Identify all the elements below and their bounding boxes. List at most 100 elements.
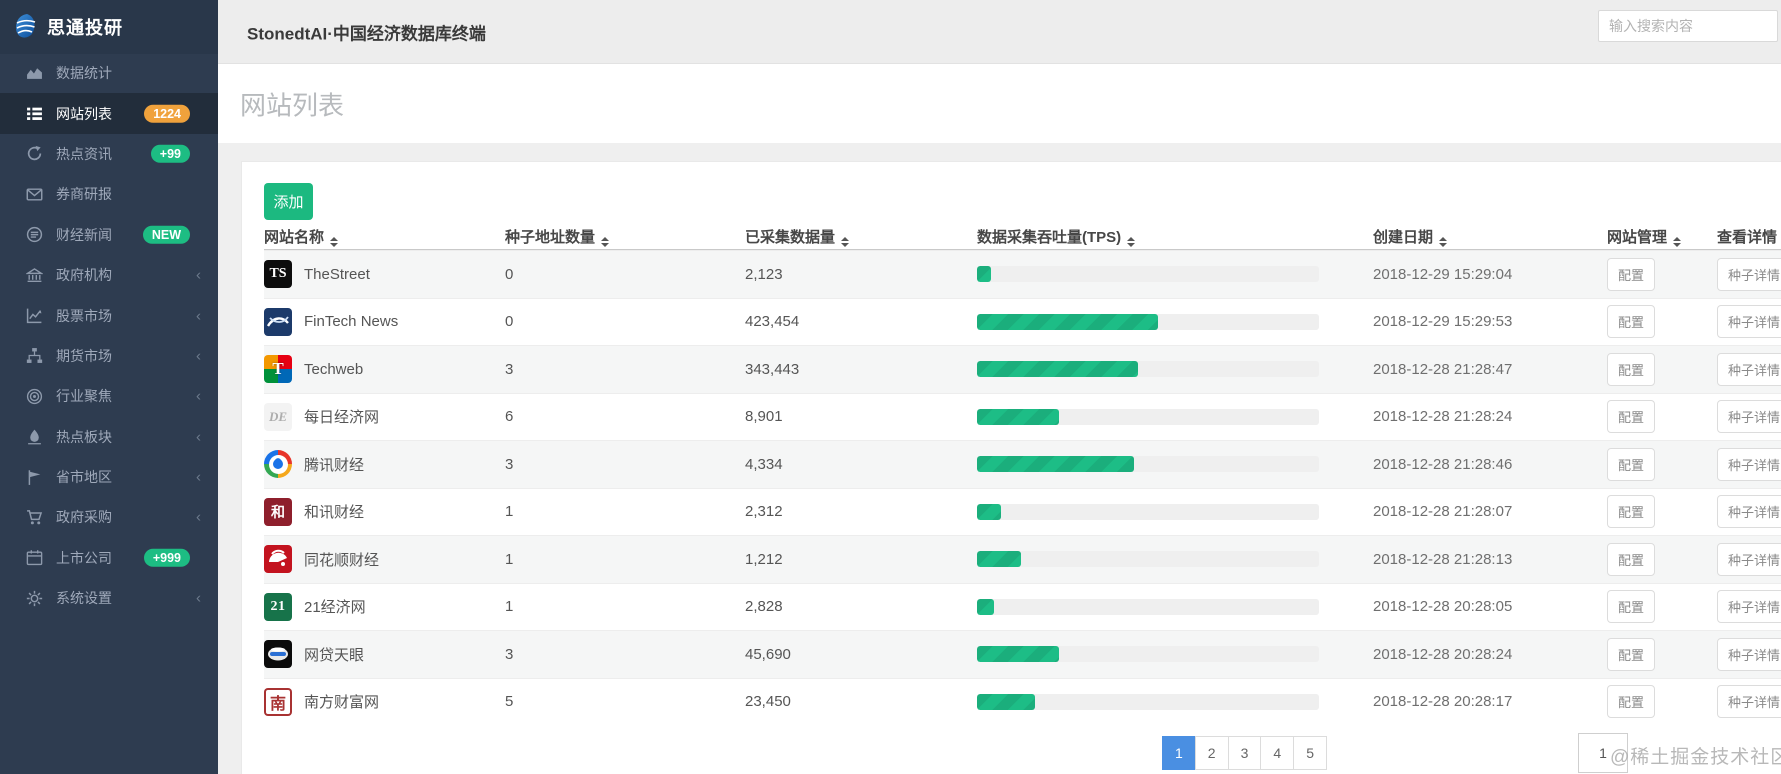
seed-count: 1 bbox=[505, 550, 514, 568]
column-header-created[interactable]: 创建日期 bbox=[1373, 226, 1607, 247]
configure-button[interactable]: 配置 bbox=[1607, 590, 1656, 624]
tps-bar bbox=[977, 313, 1319, 330]
data-volume: 2,123 bbox=[745, 265, 783, 283]
app-title: StonedtAI·中国经济数据库终端 bbox=[247, 24, 486, 43]
chevron-left-icon: ‹ bbox=[196, 589, 201, 607]
sidebar-item-hot-news[interactable]: 热点资讯 +99 bbox=[0, 134, 218, 174]
column-header-seeds[interactable]: 种子地址数量 bbox=[505, 226, 745, 247]
pagination-page-4[interactable]: 4 bbox=[1260, 736, 1295, 770]
pagination-page-5[interactable]: 5 bbox=[1293, 736, 1327, 770]
pagination-jump-input[interactable] bbox=[1578, 733, 1628, 773]
created-date: 2018-12-29 15:29:53 bbox=[1373, 313, 1513, 331]
configure-button[interactable]: 配置 bbox=[1607, 542, 1656, 576]
configure-button[interactable]: 配置 bbox=[1607, 305, 1656, 339]
pagination: 首页 上一页 1 2 3 4 5 bbox=[1162, 736, 1327, 770]
sidebar-item-website-list[interactable]: 网站列表 1224 bbox=[0, 93, 218, 134]
created-date: 2018-12-28 20:28:17 bbox=[1373, 693, 1513, 711]
site-logo-daily-economic: DE bbox=[264, 402, 292, 431]
sidebar-item-label: 上市公司 bbox=[56, 549, 112, 566]
sidebar-item-label: 热点板块 bbox=[56, 428, 112, 445]
data-volume: 8,901 bbox=[745, 408, 783, 426]
site-logo-wangdaitianyan bbox=[264, 640, 292, 669]
sort-icon[interactable] bbox=[1439, 237, 1448, 247]
seed-details-button[interactable]: 种子详情 bbox=[1717, 542, 1781, 576]
seed-count: 3 bbox=[505, 455, 514, 473]
configure-button[interactable]: 配置 bbox=[1607, 637, 1656, 671]
table-row: 网贷天眼 3 45,690 2018-12-28 20:28:24 配置 种子详… bbox=[264, 630, 1781, 678]
column-header-tps[interactable]: 数据采集吞吐量(TPS) bbox=[977, 226, 1373, 247]
sidebar-item-futures-market[interactable]: 期货市场 ‹ bbox=[0, 336, 218, 376]
chevron-left-icon: ‹ bbox=[196, 508, 201, 526]
column-header-manage[interactable]: 网站管理 bbox=[1607, 226, 1717, 247]
seed-details-button[interactable]: 种子详情 bbox=[1717, 447, 1781, 481]
site-logo-fintech bbox=[264, 307, 292, 336]
envelope-icon bbox=[26, 188, 43, 201]
table-row: 腾讯财经 3 4,334 2018-12-28 21:28:46 配置 种子详情 bbox=[264, 440, 1781, 488]
sidebar-item-provinces-cities[interactable]: 省市地区 ‹ bbox=[0, 457, 218, 497]
seed-details-button[interactable]: 种子详情 bbox=[1717, 495, 1781, 529]
sidebar-item-broker-reports[interactable]: 券商研报 bbox=[0, 174, 218, 214]
site-name: FinTech News bbox=[304, 313, 399, 331]
news-icon bbox=[26, 227, 43, 243]
sidebar-item-government-agencies[interactable]: 政府机构 ‹ bbox=[0, 255, 218, 295]
sort-icon[interactable] bbox=[330, 237, 339, 247]
sidebar-item-government-procurement[interactable]: 政府采购 ‹ bbox=[0, 497, 218, 537]
search-input[interactable] bbox=[1598, 10, 1778, 42]
sidebar-item-label: 政府机构 bbox=[56, 267, 112, 284]
configure-button[interactable]: 配置 bbox=[1607, 447, 1656, 481]
chevron-left-icon: ‹ bbox=[196, 266, 201, 284]
configure-button[interactable]: 配置 bbox=[1607, 685, 1656, 719]
created-date: 2018-12-28 21:28:07 bbox=[1373, 503, 1513, 521]
sort-icon[interactable] bbox=[1127, 237, 1136, 247]
chevron-left-icon: ‹ bbox=[196, 387, 201, 405]
seed-details-button[interactable]: 种子详情 bbox=[1717, 685, 1781, 719]
pagination-jump-group: 下一页 尾页 跳转 bbox=[1572, 733, 1628, 773]
column-header-volume[interactable]: 已采集数据量 bbox=[745, 226, 977, 247]
site-logo-tencent-finance bbox=[264, 450, 292, 479]
cart-icon bbox=[27, 510, 43, 525]
seed-count: 1 bbox=[505, 598, 514, 616]
gear-icon bbox=[26, 590, 43, 606]
sort-icon[interactable] bbox=[841, 237, 850, 247]
site-name: 网贷天眼 bbox=[304, 646, 365, 664]
pagination-page-2[interactable]: 2 bbox=[1194, 736, 1229, 770]
sort-icon[interactable] bbox=[1673, 237, 1682, 247]
data-volume: 2,312 bbox=[745, 503, 783, 521]
data-volume: 423,454 bbox=[745, 313, 800, 331]
configure-button[interactable]: 配置 bbox=[1607, 352, 1656, 386]
sidebar-item-listed-companies[interactable]: 上市公司 +999 bbox=[0, 538, 218, 578]
sidebar-item-industry-focus[interactable]: 行业聚焦 ‹ bbox=[0, 376, 218, 416]
seed-details-button[interactable]: 种子详情 bbox=[1717, 400, 1781, 434]
pagination-page-3[interactable]: 3 bbox=[1227, 736, 1262, 770]
created-date: 2018-12-28 21:28:13 bbox=[1373, 550, 1513, 568]
configure-button[interactable]: 配置 bbox=[1607, 495, 1656, 529]
table-row: 21 21经济网 1 2,828 2018-12-28 20:28:05 配置 种… bbox=[264, 582, 1781, 631]
seed-details-button[interactable]: 种子详情 bbox=[1717, 590, 1781, 624]
sidebar-item-data-stats[interactable]: 数据统计 bbox=[0, 53, 218, 93]
column-header-name[interactable]: 网站名称 bbox=[264, 226, 505, 247]
seed-details-button[interactable]: 种子详情 bbox=[1717, 305, 1781, 339]
site-logo-tonghuashun bbox=[264, 545, 292, 574]
seed-details-button[interactable]: 种子详情 bbox=[1717, 637, 1781, 671]
sidebar-item-label: 热点资讯 bbox=[56, 145, 112, 162]
seed-count: 3 bbox=[505, 645, 514, 663]
droplet-icon bbox=[28, 429, 41, 445]
sidebar-item-system-settings[interactable]: 系统设置 ‹ bbox=[0, 578, 218, 618]
sidebar-item-financial-news[interactable]: 财经新闻 NEW bbox=[0, 215, 218, 255]
configure-button[interactable]: 配置 bbox=[1607, 400, 1656, 434]
pagination-page-1[interactable]: 1 bbox=[1162, 736, 1196, 770]
sidebar-item-stock-market[interactable]: 股票市场 ‹ bbox=[0, 295, 218, 335]
sidebar-item-label: 财经新闻 bbox=[56, 226, 112, 243]
data-volume: 45,690 bbox=[745, 645, 791, 663]
sidebar-item-hot-sectors[interactable]: 热点板块 ‹ bbox=[0, 417, 218, 457]
add-button[interactable]: 添加 bbox=[264, 183, 313, 220]
sidebar-item-label: 系统设置 bbox=[56, 590, 112, 607]
sidebar-nav: 数据统计 网站列表 1224 热点资讯 +99 券商研报 财经新闻 NEW bbox=[0, 53, 218, 618]
configure-button[interactable]: 配置 bbox=[1607, 257, 1656, 291]
column-header-details[interactable]: 查看详情 bbox=[1717, 229, 1778, 246]
seed-details-button[interactable]: 种子详情 bbox=[1717, 352, 1781, 386]
seed-details-button[interactable]: 种子详情 bbox=[1717, 257, 1781, 291]
sidebar-item-label: 行业聚焦 bbox=[56, 388, 112, 405]
count-badge: +999 bbox=[143, 548, 190, 568]
sort-icon[interactable] bbox=[601, 237, 610, 247]
